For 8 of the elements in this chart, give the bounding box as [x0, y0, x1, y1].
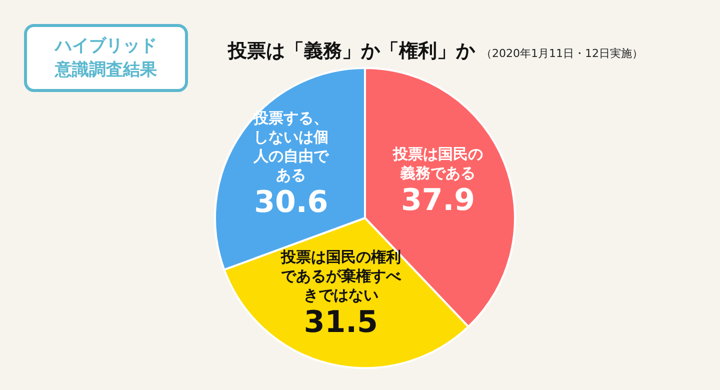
data-label: 37.9: [400, 182, 476, 219]
data-label: 30.6: [254, 184, 328, 221]
text: （2020年1月11日・12日実施）: [481, 46, 643, 61]
data-label: 31.5: [304, 305, 378, 342]
text: ハイブリッド意識調査結果: [54, 35, 158, 82]
slice-label: 投票は国民の権利であるが棄権すべきではない: [280, 248, 402, 306]
slice-label: 投票は国民の義務である: [392, 144, 484, 183]
chart-title: 投票は「義務」か「権利」か: [228, 39, 475, 64]
